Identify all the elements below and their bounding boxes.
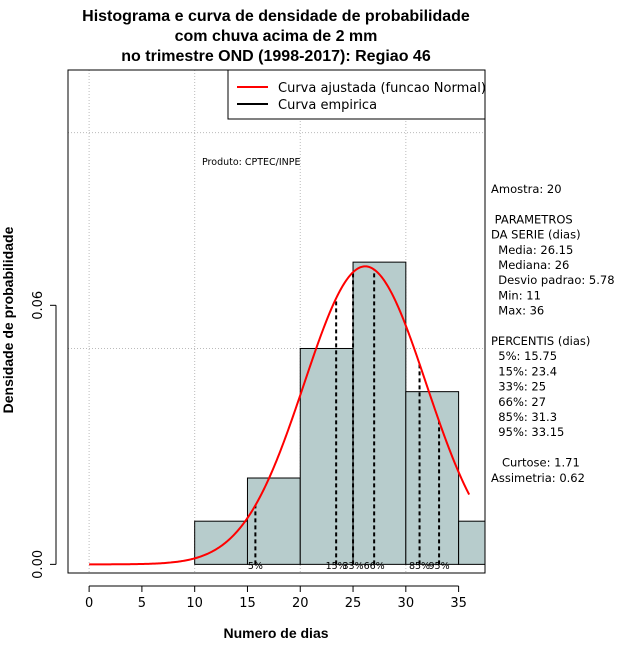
statistics-line: Assimetria: 0.62 <box>491 471 585 485</box>
x-tick-label: 35 <box>450 596 467 611</box>
statistics-line: Mediana: 26 <box>491 258 569 272</box>
axes: 0 5 10 15 20 25 30 35 0.00 0.06 <box>31 291 467 611</box>
x-tick-label: 0 <box>85 596 93 611</box>
statistics-line: Min: 11 <box>491 288 541 302</box>
x-axis-label: Numero de dias <box>223 625 328 641</box>
x-tick-label: 10 <box>186 596 203 611</box>
chart-title-line: com chuva acima de 2 mm <box>175 28 378 45</box>
statistics-line: 95%: 33.15 <box>491 425 564 439</box>
percentile-label: 5% <box>248 561 263 572</box>
histogram-bar <box>352 261 407 565</box>
statistics-line: 33%: 25 <box>491 380 546 394</box>
statistics-line: PERCENTIS (dias) <box>491 334 590 348</box>
statistics-line: PARAMETROS <box>491 212 573 226</box>
legend: Curva ajustada (funcao Normal) Curva empi… <box>227 69 486 120</box>
percentile-label: 85% <box>409 561 430 572</box>
histogram-bar <box>405 391 460 565</box>
statistics-line: 66%: 27 <box>491 395 546 409</box>
normal-curve <box>89 265 471 566</box>
statistics-line: 15%: 23.4 <box>491 364 557 378</box>
y-tick-label: 0.00 <box>31 550 46 579</box>
x-tick-label: 30 <box>398 596 415 611</box>
product-annotation: Produto: CPTEC/INPE <box>202 157 301 168</box>
histogram-bar <box>194 520 248 565</box>
y-tick-label: 0.06 <box>31 291 46 320</box>
statistics-line: Desvio padrao: 5.78 <box>491 273 615 287</box>
legend-label: Curva ajustada (funcao Normal) <box>278 81 486 96</box>
percentile-label: 66% <box>364 561 385 572</box>
grid <box>68 70 485 573</box>
statistics-line: Media: 26.15 <box>491 243 573 257</box>
percentile-label: 33% <box>342 561 363 572</box>
x-tick-label: 25 <box>345 596 362 611</box>
percentile-label: 95% <box>429 561 450 572</box>
statistics-line: 5%: 15.75 <box>491 349 557 363</box>
chart-title-line: Histograma e curva de densidade de proba… <box>82 8 470 25</box>
y-axis-label: Densidade de probabilidade <box>0 226 16 413</box>
chart-title: Histograma e curva de densidade de proba… <box>82 8 470 65</box>
legend-label: Curva empirica <box>278 98 377 113</box>
chart-title-line: no trimestre OND (1998-2017): Regiao 46 <box>121 48 431 65</box>
x-tick-label: 5 <box>138 596 146 611</box>
statistics-panel: Amostra: 20 PARAMETROS DA SERIE (dias) Me… <box>491 182 615 485</box>
histogram-bars <box>194 261 486 565</box>
histogram-bar <box>458 520 486 565</box>
statistics-line: DA SERIE (dias) <box>491 228 581 242</box>
statistics-line: Curtose: 1.71 <box>491 456 580 470</box>
x-tick-label: 15 <box>239 596 256 611</box>
statistics-line: Max: 36 <box>491 304 544 318</box>
normal-curve-line <box>89 265 471 566</box>
statistics-line: 85%: 31.3 <box>491 410 557 424</box>
x-tick-label: 20 <box>292 596 309 611</box>
statistics-line: Amostra: 20 <box>491 182 562 196</box>
histogram-bar <box>299 347 354 565</box>
legend-box <box>227 69 486 120</box>
percentile-label: 15% <box>326 561 347 572</box>
percentile-lines: 5% 15%33% 66% 85%95% <box>248 269 450 572</box>
